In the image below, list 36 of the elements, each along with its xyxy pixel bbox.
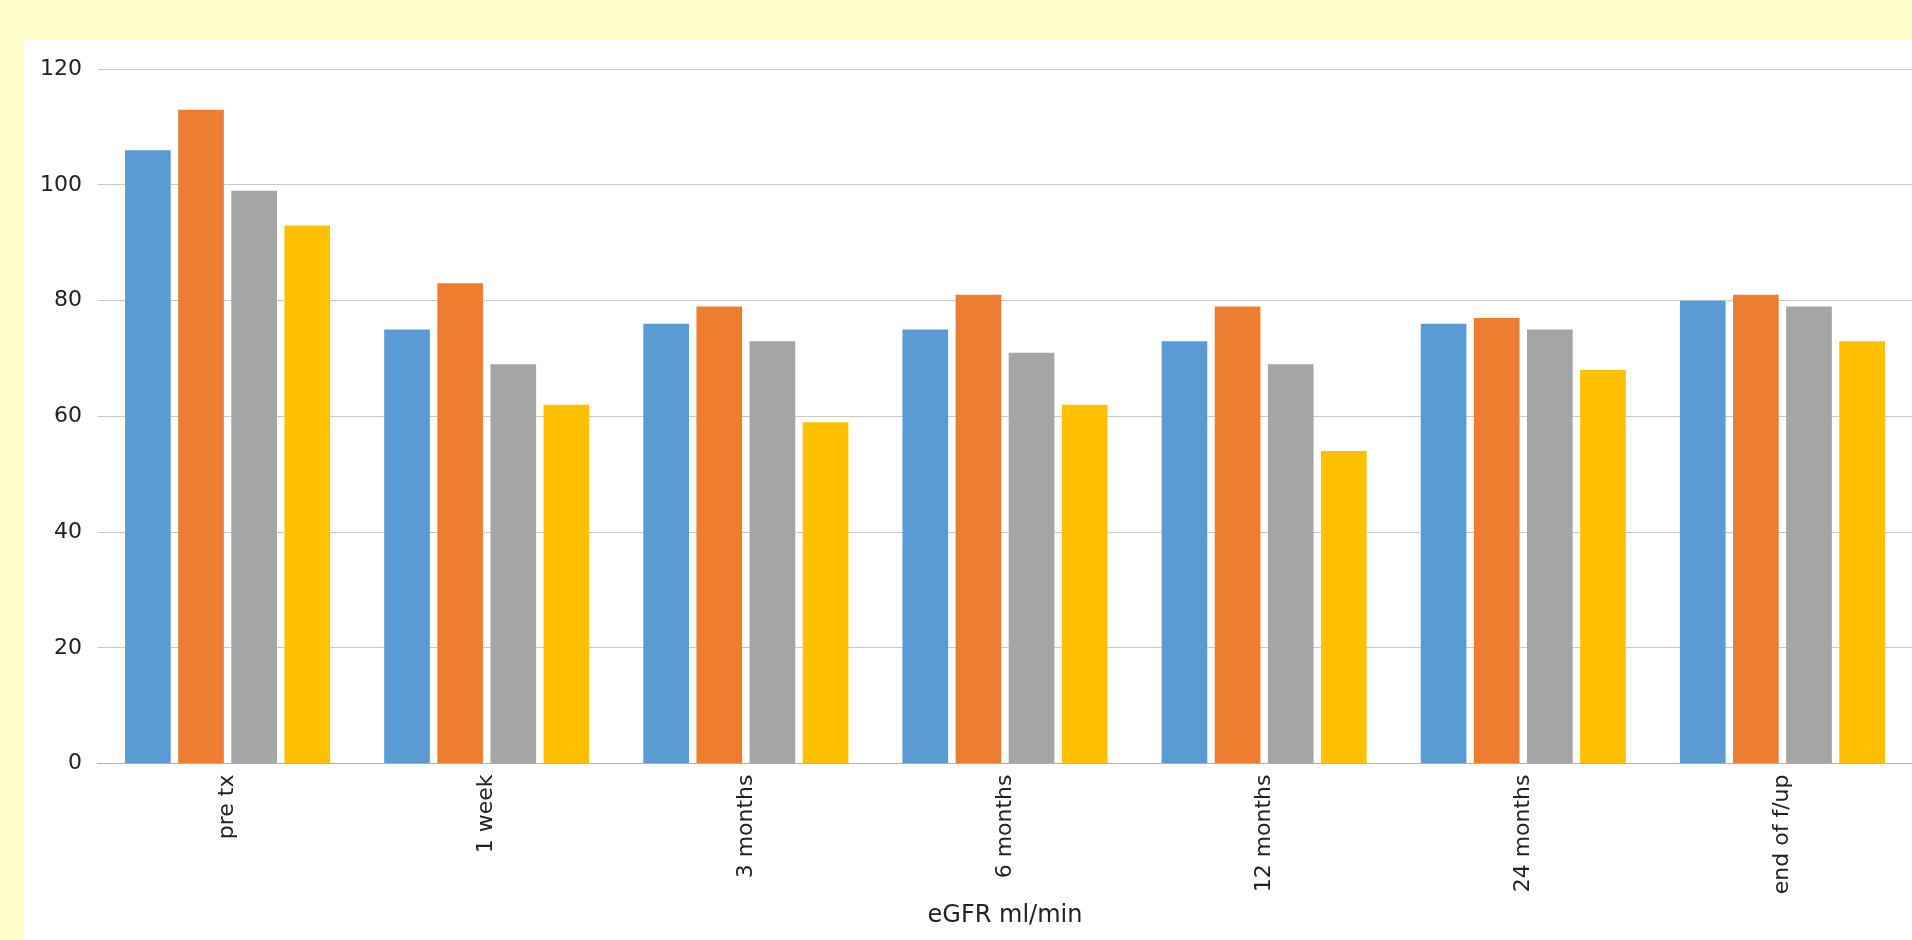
bar: [902, 329, 949, 763]
bar: [1679, 300, 1726, 763]
bar: [1420, 323, 1467, 763]
bar: [284, 225, 331, 763]
bar: [384, 329, 430, 763]
bar: [437, 283, 483, 763]
y-tick-label: 60: [53, 402, 82, 428]
y-tick-label: 100: [39, 170, 82, 196]
bar: [543, 404, 590, 763]
y-tick-label: 40: [53, 517, 82, 543]
x-tick-label: pre tx: [213, 774, 239, 840]
bar: [955, 294, 1002, 763]
x-tick-label: 6 months: [990, 774, 1016, 879]
bar: [1061, 404, 1108, 763]
bar: [1214, 306, 1261, 763]
x-tick-label: 3 months: [731, 774, 757, 879]
x-tick-label: 1 week: [472, 774, 498, 854]
bar: [125, 150, 171, 763]
x-axis-title: eGFR ml/min: [927, 899, 1083, 928]
bar: [1473, 317, 1520, 763]
bar: [1580, 370, 1626, 763]
bar: [178, 109, 224, 763]
y-tick-label: 120: [39, 54, 82, 80]
bar: [1733, 294, 1779, 763]
y-tick-label: 20: [53, 633, 82, 659]
bar: [1161, 341, 1208, 763]
bar: [1839, 341, 1885, 763]
x-tick-label: 24 months: [1509, 774, 1534, 893]
x-tick-label: end of f/up: [1768, 774, 1794, 895]
bar: [643, 323, 690, 763]
bar: [802, 422, 849, 763]
x-tick-label: 12 months: [1249, 774, 1275, 893]
y-tick-label: 80: [53, 286, 82, 312]
bar: [1320, 451, 1367, 763]
y-tick-label: 0: [67, 749, 82, 775]
bar: [696, 306, 743, 763]
